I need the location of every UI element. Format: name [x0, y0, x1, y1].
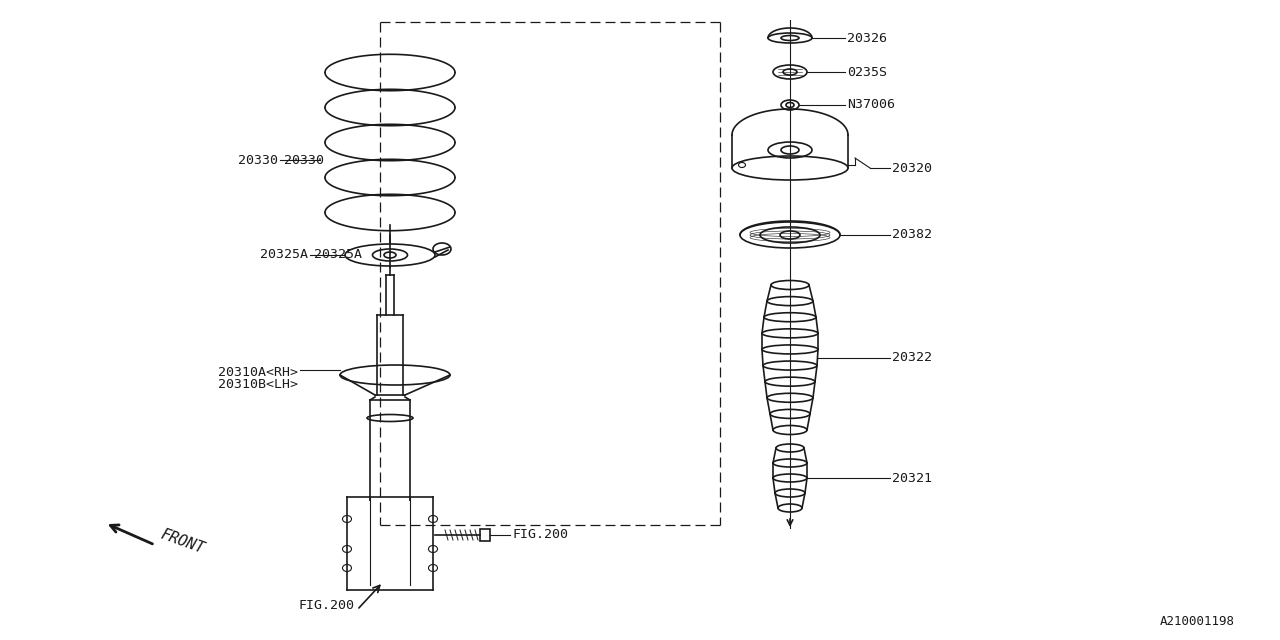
Text: FRONT: FRONT	[157, 527, 206, 557]
Text: 20326: 20326	[847, 31, 887, 45]
Text: 20330: 20330	[238, 154, 278, 166]
Text: 20322: 20322	[892, 351, 932, 364]
Text: 20310B<LH>: 20310B<LH>	[218, 378, 298, 392]
Text: 0235S: 0235S	[847, 65, 887, 79]
Text: FIG.200: FIG.200	[300, 599, 355, 612]
Text: 20320: 20320	[892, 161, 932, 175]
Text: FIG.200: FIG.200	[512, 529, 568, 541]
Text: 20382: 20382	[892, 228, 932, 241]
Text: 20330: 20330	[284, 154, 324, 166]
Text: 20325A: 20325A	[314, 248, 362, 262]
Text: A210001198: A210001198	[1160, 615, 1235, 628]
Text: N37006: N37006	[847, 99, 895, 111]
Text: 20310A<RH>: 20310A<RH>	[218, 367, 298, 380]
Text: 20321: 20321	[892, 472, 932, 484]
Text: 20325A: 20325A	[260, 248, 308, 262]
